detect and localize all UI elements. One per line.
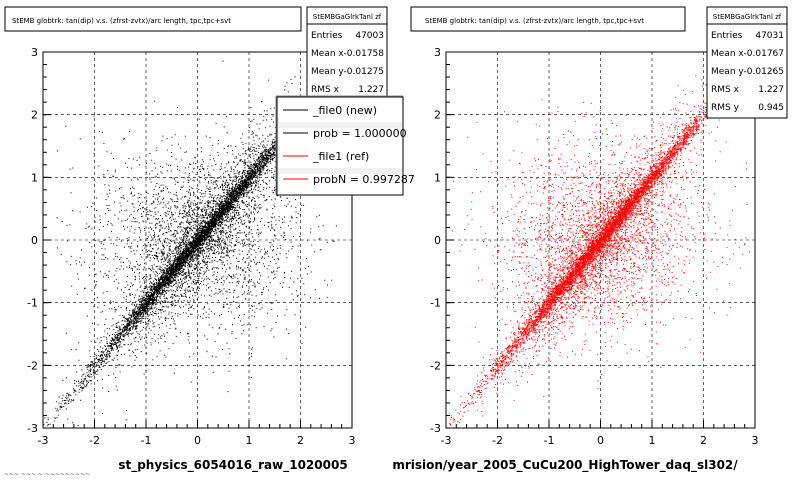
left-stats: StEMBGaGlrkTanl zf Entries 47003 Mean x -0.0… xyxy=(307,13,387,95)
stats-name: StEMBGaGlrkTanl zf xyxy=(313,13,382,21)
left-title-box xyxy=(4,6,302,32)
legend-label: _file1 (ref) xyxy=(312,150,369,163)
right-title-box xyxy=(410,6,686,32)
x-tick-label: -3 xyxy=(38,434,49,447)
stats-value: -0.01265 xyxy=(744,67,784,77)
stats-label: Mean y xyxy=(711,67,744,77)
right-title: StEMB globtrk: tan(dip) v.s. (zfrst-zvtx… xyxy=(425,17,644,25)
x-tick-label: 3 xyxy=(349,434,356,447)
x-tick-label: -1 xyxy=(544,434,555,447)
right-panel: -3 -2 -1 0 1 2 3 -3 -2 -1 0 1 2 3 StEMB globtrk: tan(… xyxy=(392,6,788,473)
right-stats: StEMBGaGlrkTanl zf Entries 47031 Mean x -0.0… xyxy=(707,13,787,113)
left-points xyxy=(43,56,353,427)
x-tick-label: 2 xyxy=(700,434,707,447)
x-tick-label: 3 xyxy=(752,434,759,447)
scatter-points xyxy=(446,55,756,429)
y-tick-label: -3 xyxy=(27,422,38,435)
y-tick-label: -2 xyxy=(430,359,441,372)
right-x-title: mrision/year_2005_CuCu200_HighTower_daq_… xyxy=(392,458,738,473)
x-tick-label: -2 xyxy=(492,434,503,447)
x-tick-label: 1 xyxy=(246,434,253,447)
left-panel: -3 -2 -1 0 1 2 3 -3 -2 -1 0 1 2 3 StEMB globtrk: tan(… xyxy=(4,6,415,473)
stats-label: RMS x xyxy=(311,85,340,95)
legend-label: probN = 0.997287 xyxy=(313,173,415,186)
y-tick-label: 2 xyxy=(434,109,441,122)
y-tick-label: -3 xyxy=(430,422,441,435)
scatter-points xyxy=(43,56,353,427)
right-ticks: -3 -2 -1 0 1 2 3 -3 -2 -1 0 1 2 3 xyxy=(430,46,758,447)
stats-value: -0.01758 xyxy=(344,49,385,59)
y-tick-label: 0 xyxy=(31,234,38,247)
left-title: StEMB globtrk: tan(dip) v.s. (zfrst-zvtx… xyxy=(12,17,231,25)
stats-value: -0.01767 xyxy=(744,49,784,59)
y-tick-label: -1 xyxy=(27,297,38,310)
left-ticks: -3 -2 -1 0 1 2 3 -3 -2 -1 0 1 2 3 xyxy=(27,46,355,447)
x-tick-label: -1 xyxy=(141,434,152,447)
left-x-title: st_physics_6054016_raw_1020005 xyxy=(118,458,347,473)
y-tick-label: 3 xyxy=(434,46,441,59)
right-points xyxy=(446,55,756,429)
x-tick-label: -3 xyxy=(441,434,452,447)
y-tick-label: 3 xyxy=(31,46,38,59)
stats-value: 47003 xyxy=(355,31,384,41)
x-tick-label: 0 xyxy=(597,434,604,447)
x-tick-label: -2 xyxy=(89,434,100,447)
y-tick-label: -2 xyxy=(27,359,38,372)
legend-label: _file0 (new) xyxy=(312,104,377,117)
stats-value: 1.227 xyxy=(358,85,384,95)
x-tick-label: 1 xyxy=(649,434,656,447)
stats-label: RMS y xyxy=(711,103,740,113)
y-tick-label: 0 xyxy=(434,234,441,247)
stats-label: RMS x xyxy=(711,85,740,95)
x-tick-label: 2 xyxy=(297,434,304,447)
stats-value: 1.227 xyxy=(758,85,784,95)
y-tick-label: 1 xyxy=(434,171,441,184)
stats-label: Entries xyxy=(311,31,343,41)
legend: _file0 (new) prob = 1.000000 _file1 (ref) p… xyxy=(275,95,415,196)
stats-value: 0.945 xyxy=(758,103,784,113)
y-tick-label: 2 xyxy=(31,109,38,122)
legend-label: prob = 1.000000 xyxy=(313,127,407,140)
right-stats-box xyxy=(706,6,788,119)
x-tick-label: 0 xyxy=(194,434,201,447)
y-tick-label: -1 xyxy=(430,297,441,310)
stats-name: StEMBGaGlrkTanl zf xyxy=(713,13,782,21)
stats-label: Mean x xyxy=(711,49,744,59)
stats-value: 47031 xyxy=(755,31,784,41)
stats-label: Mean y xyxy=(311,67,344,77)
stats-value: -0.01275 xyxy=(344,67,384,77)
footer-text: ~~~ ~~~ ~ ~~~~~~~~~ xyxy=(4,471,90,478)
y-tick-label: 1 xyxy=(31,171,38,184)
stats-label: Entries xyxy=(711,31,743,41)
stats-label: Mean x xyxy=(311,49,344,59)
